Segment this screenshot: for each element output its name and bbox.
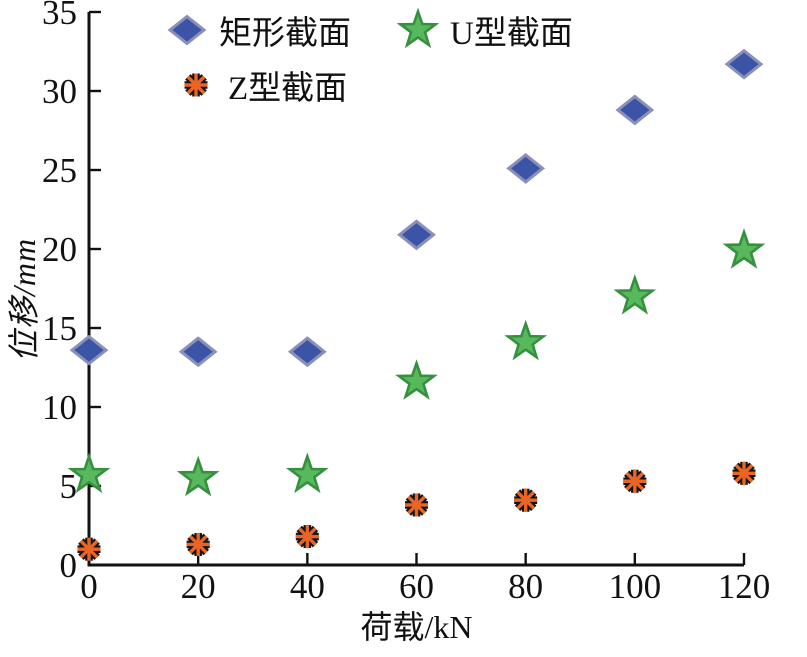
asterisk-marker — [405, 493, 428, 517]
y-tick-label: 15 — [42, 309, 77, 348]
star-marker — [176, 455, 220, 497]
diamond-marker — [724, 48, 764, 80]
y-tick-label: 0 — [60, 546, 78, 585]
asterisk-marker — [186, 532, 210, 556]
legend-label-rect-section: 矩形截面 — [219, 16, 351, 52]
y-tick-label: 10 — [42, 388, 77, 427]
x-tick-label: 80 — [508, 567, 543, 606]
asterisk-marker-icon — [184, 73, 208, 97]
legend-label-z-section: Z型截面 — [228, 71, 348, 107]
asterisk-marker — [184, 73, 208, 97]
x-tick-label: 40 — [290, 567, 325, 606]
star-marker — [67, 452, 111, 494]
y-tick-label: 35 — [42, 0, 77, 32]
star-marker — [395, 359, 438, 400]
star-marker — [722, 228, 766, 269]
asterisk-marker — [295, 525, 319, 549]
diamond-marker — [397, 219, 436, 251]
star-marker — [396, 7, 440, 49]
x-tick-label: 60 — [399, 567, 434, 606]
y-axis-label: 位移/mm — [6, 237, 42, 363]
asterisk-marker — [514, 488, 538, 512]
x-tick-label: 120 — [718, 567, 771, 606]
asterisk-marker — [77, 537, 101, 561]
y-tick-label: 25 — [42, 151, 77, 190]
diamond-marker — [287, 336, 327, 368]
diamond-marker — [69, 334, 109, 366]
y-tick-label: 5 — [60, 467, 78, 506]
legend-item-rect-section: 矩形截面 — [163, 7, 351, 53]
x-tick-label: 20 — [181, 567, 216, 606]
x-tick-label: 100 — [609, 567, 662, 606]
asterisk-marker — [623, 469, 647, 493]
star-marker — [285, 452, 329, 494]
star-marker — [504, 319, 548, 361]
asterisk-marker — [732, 461, 756, 485]
diamond-marker — [615, 94, 655, 126]
star-marker-icon — [396, 7, 440, 49]
diamond-marker — [178, 336, 218, 368]
y-tick-label: 20 — [42, 230, 77, 269]
diamond-marker — [506, 153, 546, 184]
y-tick-label: 30 — [42, 72, 77, 111]
x-tick-label: 0 — [80, 567, 98, 606]
legend-item-u-section: U型截面 — [394, 7, 573, 53]
diamond-marker — [167, 14, 207, 46]
legend-item-z-section: Z型截面 — [172, 62, 347, 108]
diamond-marker-icon — [167, 14, 207, 46]
legend-label-u-section: U型截面 — [450, 16, 573, 52]
star-marker — [613, 273, 657, 315]
x-axis-label: 荷载/kN — [360, 609, 473, 645]
